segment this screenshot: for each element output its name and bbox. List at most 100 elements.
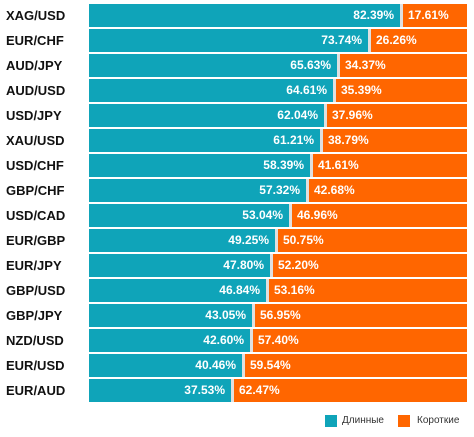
pair-label: EUR/CHF bbox=[6, 33, 64, 48]
long-percent-label: 61.21% bbox=[273, 133, 314, 147]
bar-track: 61.21% 38.79% bbox=[89, 129, 467, 152]
long-percent-label: 46.84% bbox=[219, 283, 260, 297]
pair-label: AUD/JPY bbox=[6, 58, 63, 73]
short-percent-label: 46.96% bbox=[297, 208, 338, 222]
pair-label: EUR/AUD bbox=[6, 383, 66, 398]
short-percent-label: 56.95% bbox=[260, 308, 301, 322]
short-bar: 34.37% bbox=[340, 54, 467, 77]
short-percent-label: 37.96% bbox=[332, 108, 373, 122]
long-percent-label: 47.80% bbox=[223, 258, 264, 272]
long-bar: 40.46% bbox=[89, 354, 242, 377]
short-bar: 57.40% bbox=[253, 329, 467, 352]
bar-row: EUR/JPY 47.80% 52.20% bbox=[0, 254, 474, 277]
bar-row: EUR/CHF 73.74% 26.26% bbox=[0, 29, 474, 52]
long-bar: 82.39% bbox=[89, 4, 400, 27]
bar-row: GBP/USD 46.84% 53.16% bbox=[0, 279, 474, 302]
long-percent-label: 62.04% bbox=[277, 108, 318, 122]
long-percent-label: 53.04% bbox=[242, 208, 283, 222]
long-percent-label: 57.32% bbox=[259, 183, 300, 197]
bar-track: 73.74% 26.26% bbox=[89, 29, 467, 52]
long-bar: 46.84% bbox=[89, 279, 266, 302]
bar-track: 53.04% 46.96% bbox=[89, 204, 467, 227]
long-percent-label: 42.60% bbox=[203, 333, 244, 347]
long-bar: 58.39% bbox=[89, 154, 310, 177]
bar-track: 49.25% 50.75% bbox=[89, 229, 467, 252]
bar-track: 82.39% 17.61% bbox=[89, 4, 467, 27]
long-percent-label: 40.46% bbox=[195, 358, 236, 372]
long-bar: 61.21% bbox=[89, 129, 320, 152]
bar-row: USD/CAD 53.04% 46.96% bbox=[0, 204, 474, 227]
pair-label: USD/CHF bbox=[6, 158, 64, 173]
short-bar: 52.20% bbox=[273, 254, 467, 277]
short-percent-label: 38.79% bbox=[328, 133, 369, 147]
short-percent-label: 59.54% bbox=[250, 358, 291, 372]
bar-track: 57.32% 42.68% bbox=[89, 179, 467, 202]
long-percent-label: 58.39% bbox=[263, 158, 304, 172]
bar-row: XAU/USD 61.21% 38.79% bbox=[0, 129, 474, 152]
pair-label: GBP/USD bbox=[6, 283, 66, 298]
long-bar: 73.74% bbox=[89, 29, 368, 52]
bar-track: 65.63% 34.37% bbox=[89, 54, 467, 77]
bar-row: EUR/AUD 37.53% 62.47% bbox=[0, 379, 474, 402]
long-bar: 62.04% bbox=[89, 104, 324, 127]
bar-track: 43.05% 56.95% bbox=[89, 304, 467, 327]
short-bar: 37.96% bbox=[327, 104, 467, 127]
pair-label: USD/CAD bbox=[6, 208, 66, 223]
bar-row: USD/JPY 62.04% 37.96% bbox=[0, 104, 474, 127]
long-percent-label: 73.74% bbox=[321, 33, 362, 47]
short-percent-label: 41.61% bbox=[318, 158, 359, 172]
pair-label: GBP/CHF bbox=[6, 183, 65, 198]
bar-track: 46.84% 53.16% bbox=[89, 279, 467, 302]
long-bar: 42.60% bbox=[89, 329, 250, 352]
short-bar: 59.54% bbox=[245, 354, 467, 377]
short-percent-label: 57.40% bbox=[258, 333, 299, 347]
legend-label-long: Длинные bbox=[342, 415, 384, 426]
pair-label: XAG/USD bbox=[6, 8, 66, 23]
short-bar: 53.16% bbox=[269, 279, 467, 302]
bar-track: 62.04% 37.96% bbox=[89, 104, 467, 127]
bar-row: USD/CHF 58.39% 41.61% bbox=[0, 154, 474, 177]
long-bar: 43.05% bbox=[89, 304, 252, 327]
short-bar: 62.47% bbox=[234, 379, 467, 402]
long-bar: 57.32% bbox=[89, 179, 306, 202]
pair-label: AUD/USD bbox=[6, 83, 66, 98]
bar-row: EUR/GBP 49.25% 50.75% bbox=[0, 229, 474, 252]
short-bar: 35.39% bbox=[336, 79, 467, 102]
pair-label: XAU/USD bbox=[6, 133, 65, 148]
long-bar: 37.53% bbox=[89, 379, 231, 402]
short-bar: 41.61% bbox=[313, 154, 467, 177]
pair-label: GBP/JPY bbox=[6, 308, 63, 323]
bar-row: XAG/USD 82.39% 17.61% bbox=[0, 4, 474, 27]
pair-label: NZD/USD bbox=[6, 333, 64, 348]
pair-label: EUR/GBP bbox=[6, 233, 66, 248]
long-bar: 49.25% bbox=[89, 229, 275, 252]
short-percent-label: 42.68% bbox=[314, 183, 355, 197]
legend: Длинные Короткие bbox=[0, 411, 474, 431]
pair-label: USD/JPY bbox=[6, 108, 62, 123]
bar-row: GBP/JPY 43.05% 56.95% bbox=[0, 304, 474, 327]
bar-track: 64.61% 35.39% bbox=[89, 79, 467, 102]
bar-row: AUD/USD 64.61% 35.39% bbox=[0, 79, 474, 102]
short-bar: 50.75% bbox=[278, 229, 467, 252]
short-percent-label: 35.39% bbox=[341, 83, 382, 97]
short-percent-label: 50.75% bbox=[283, 233, 324, 247]
short-bar: 46.96% bbox=[292, 204, 467, 227]
bar-track: 47.80% 52.20% bbox=[89, 254, 467, 277]
pair-label: EUR/JPY bbox=[6, 258, 62, 273]
bar-track: 58.39% 41.61% bbox=[89, 154, 467, 177]
bar-track: 40.46% 59.54% bbox=[89, 354, 467, 377]
legend-swatch-short bbox=[398, 415, 410, 427]
long-percent-label: 37.53% bbox=[184, 383, 225, 397]
legend-label-short: Короткие bbox=[417, 415, 460, 426]
short-bar: 38.79% bbox=[323, 129, 467, 152]
legend-swatch-long bbox=[325, 415, 337, 427]
short-percent-label: 17.61% bbox=[408, 8, 449, 22]
bar-row: AUD/JPY 65.63% 34.37% bbox=[0, 54, 474, 77]
short-percent-label: 34.37% bbox=[345, 58, 386, 72]
long-percent-label: 64.61% bbox=[286, 83, 327, 97]
long-percent-label: 82.39% bbox=[353, 8, 394, 22]
long-percent-label: 43.05% bbox=[205, 308, 246, 322]
short-bar: 42.68% bbox=[309, 179, 467, 202]
short-percent-label: 26.26% bbox=[376, 33, 417, 47]
